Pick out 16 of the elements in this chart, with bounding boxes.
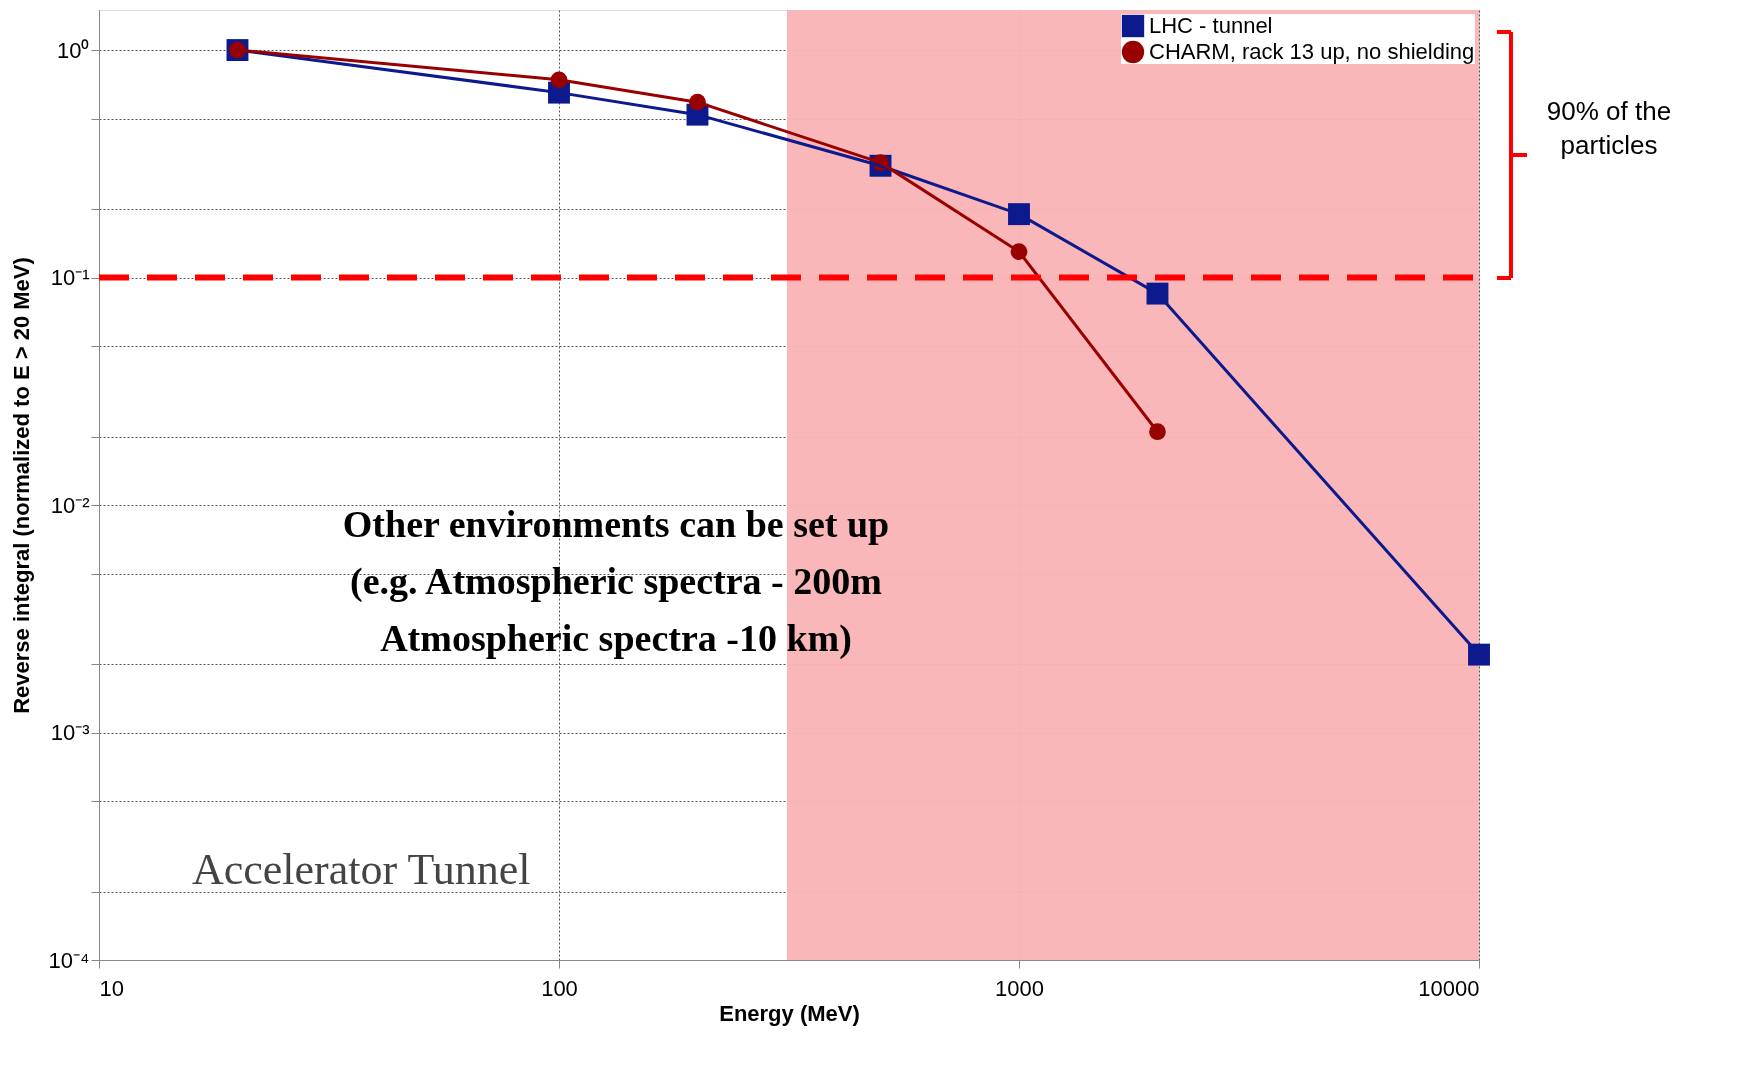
y-tick-label: 10⁰ [57, 37, 90, 63]
text: 90% of the particles [1546, 96, 1672, 160]
annotation: Other environments can be set up (e.g. Atmospheric spectra - 200m Atmospheric spectra -10 km) [342, 503, 890, 660]
y-tick-label: 10⁻⁴ [48, 947, 90, 973]
x-tick-label: 10 [99, 975, 124, 1001]
y-tick-label: 10⁻³ [50, 720, 90, 746]
y-tick-label: 10⁻¹ [50, 265, 90, 291]
y-tick-label: 10⁻² [50, 492, 90, 518]
annotation: Accelerator Tunnel [192, 845, 531, 894]
x-tick-label: 1000 [995, 975, 1044, 1001]
y-axis-title: Reverse integral (normalized to E > 20 MeV) [8, 257, 34, 714]
legend-label: LHC - tunnel [1149, 13, 1273, 38]
x-axis-title: Energy (MeV) [719, 1000, 860, 1026]
x-tick-label: 100 [541, 975, 578, 1001]
x-tick-label: 10000 [1418, 975, 1480, 1001]
legend-label: CHARM, rack 13 up, no shielding [1149, 39, 1475, 64]
